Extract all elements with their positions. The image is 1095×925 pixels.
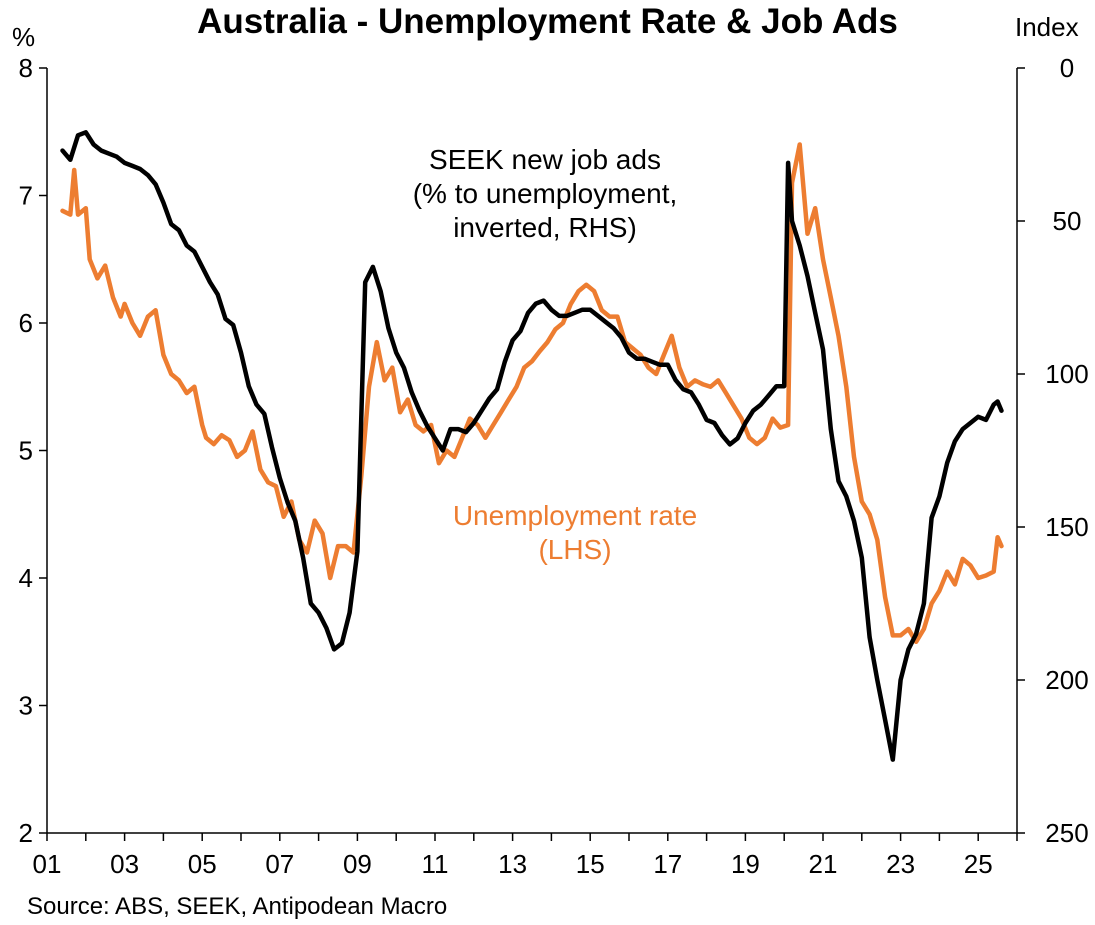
left-axis-unit-label: % — [12, 22, 36, 52]
x-tick-label: 01 — [33, 849, 62, 879]
x-tick-label: 03 — [110, 849, 139, 879]
right-y-tick-label: 50 — [1053, 206, 1082, 236]
x-tick-label: 15 — [576, 849, 605, 879]
x-tick-label: 09 — [343, 849, 372, 879]
x-tick-label: 17 — [653, 849, 682, 879]
job-ads-series-annotation: SEEK new job ads (% to unemployment, inv… — [370, 143, 720, 245]
chart-title: Australia - Unemployment Rate & Job Ads — [197, 2, 898, 41]
x-tick-label: 11 — [422, 849, 449, 879]
unemployment-annotation-line-1: Unemployment rate — [452, 500, 698, 531]
left-y-tick-label: 8 — [19, 53, 33, 83]
x-tick-label: 19 — [731, 849, 760, 879]
left-y-tick-label: 3 — [19, 691, 33, 721]
unemployment-rate-line — [60, 142, 1004, 645]
left-y-tick-label: 4 — [19, 563, 33, 593]
right-y-tick-label: 200 — [1045, 665, 1088, 695]
left-y-tick-label: 7 — [19, 181, 33, 211]
job-ads-annotation-line-2: (% to unemployment, — [412, 178, 678, 209]
left-y-tick-label: 2 — [19, 818, 33, 848]
right-y-tick-label: 0 — [1060, 53, 1074, 83]
job-ads-annotation-line-1: SEEK new job ads — [429, 144, 661, 175]
unemployment-annotation-line-2: (LHS) — [538, 534, 612, 565]
x-tick-label: 13 — [498, 849, 527, 879]
x-tick-label: 05 — [188, 849, 217, 879]
x-tick-label: 23 — [886, 849, 915, 879]
job-ads-annotation-line-3: inverted, RHS) — [453, 212, 637, 243]
x-tick-label: 07 — [265, 849, 294, 879]
left-y-tick-label: 5 — [19, 436, 33, 466]
x-tick-label: 21 — [809, 849, 838, 879]
x-tick-label: 25 — [964, 849, 993, 879]
right-axis-unit-label: Index — [1015, 12, 1079, 42]
right-y-tick-label: 150 — [1045, 512, 1088, 542]
right-y-tick-label: 100 — [1045, 359, 1088, 389]
job-ads-line — [60, 130, 1004, 762]
source-note: Source: ABS, SEEK, Antipodean Macro — [27, 893, 448, 920]
left-y-tick-label: 6 — [19, 308, 33, 338]
unemployment-series-annotation: Unemployment rate (LHS) — [400, 499, 750, 567]
right-y-tick-label: 250 — [1045, 818, 1088, 848]
